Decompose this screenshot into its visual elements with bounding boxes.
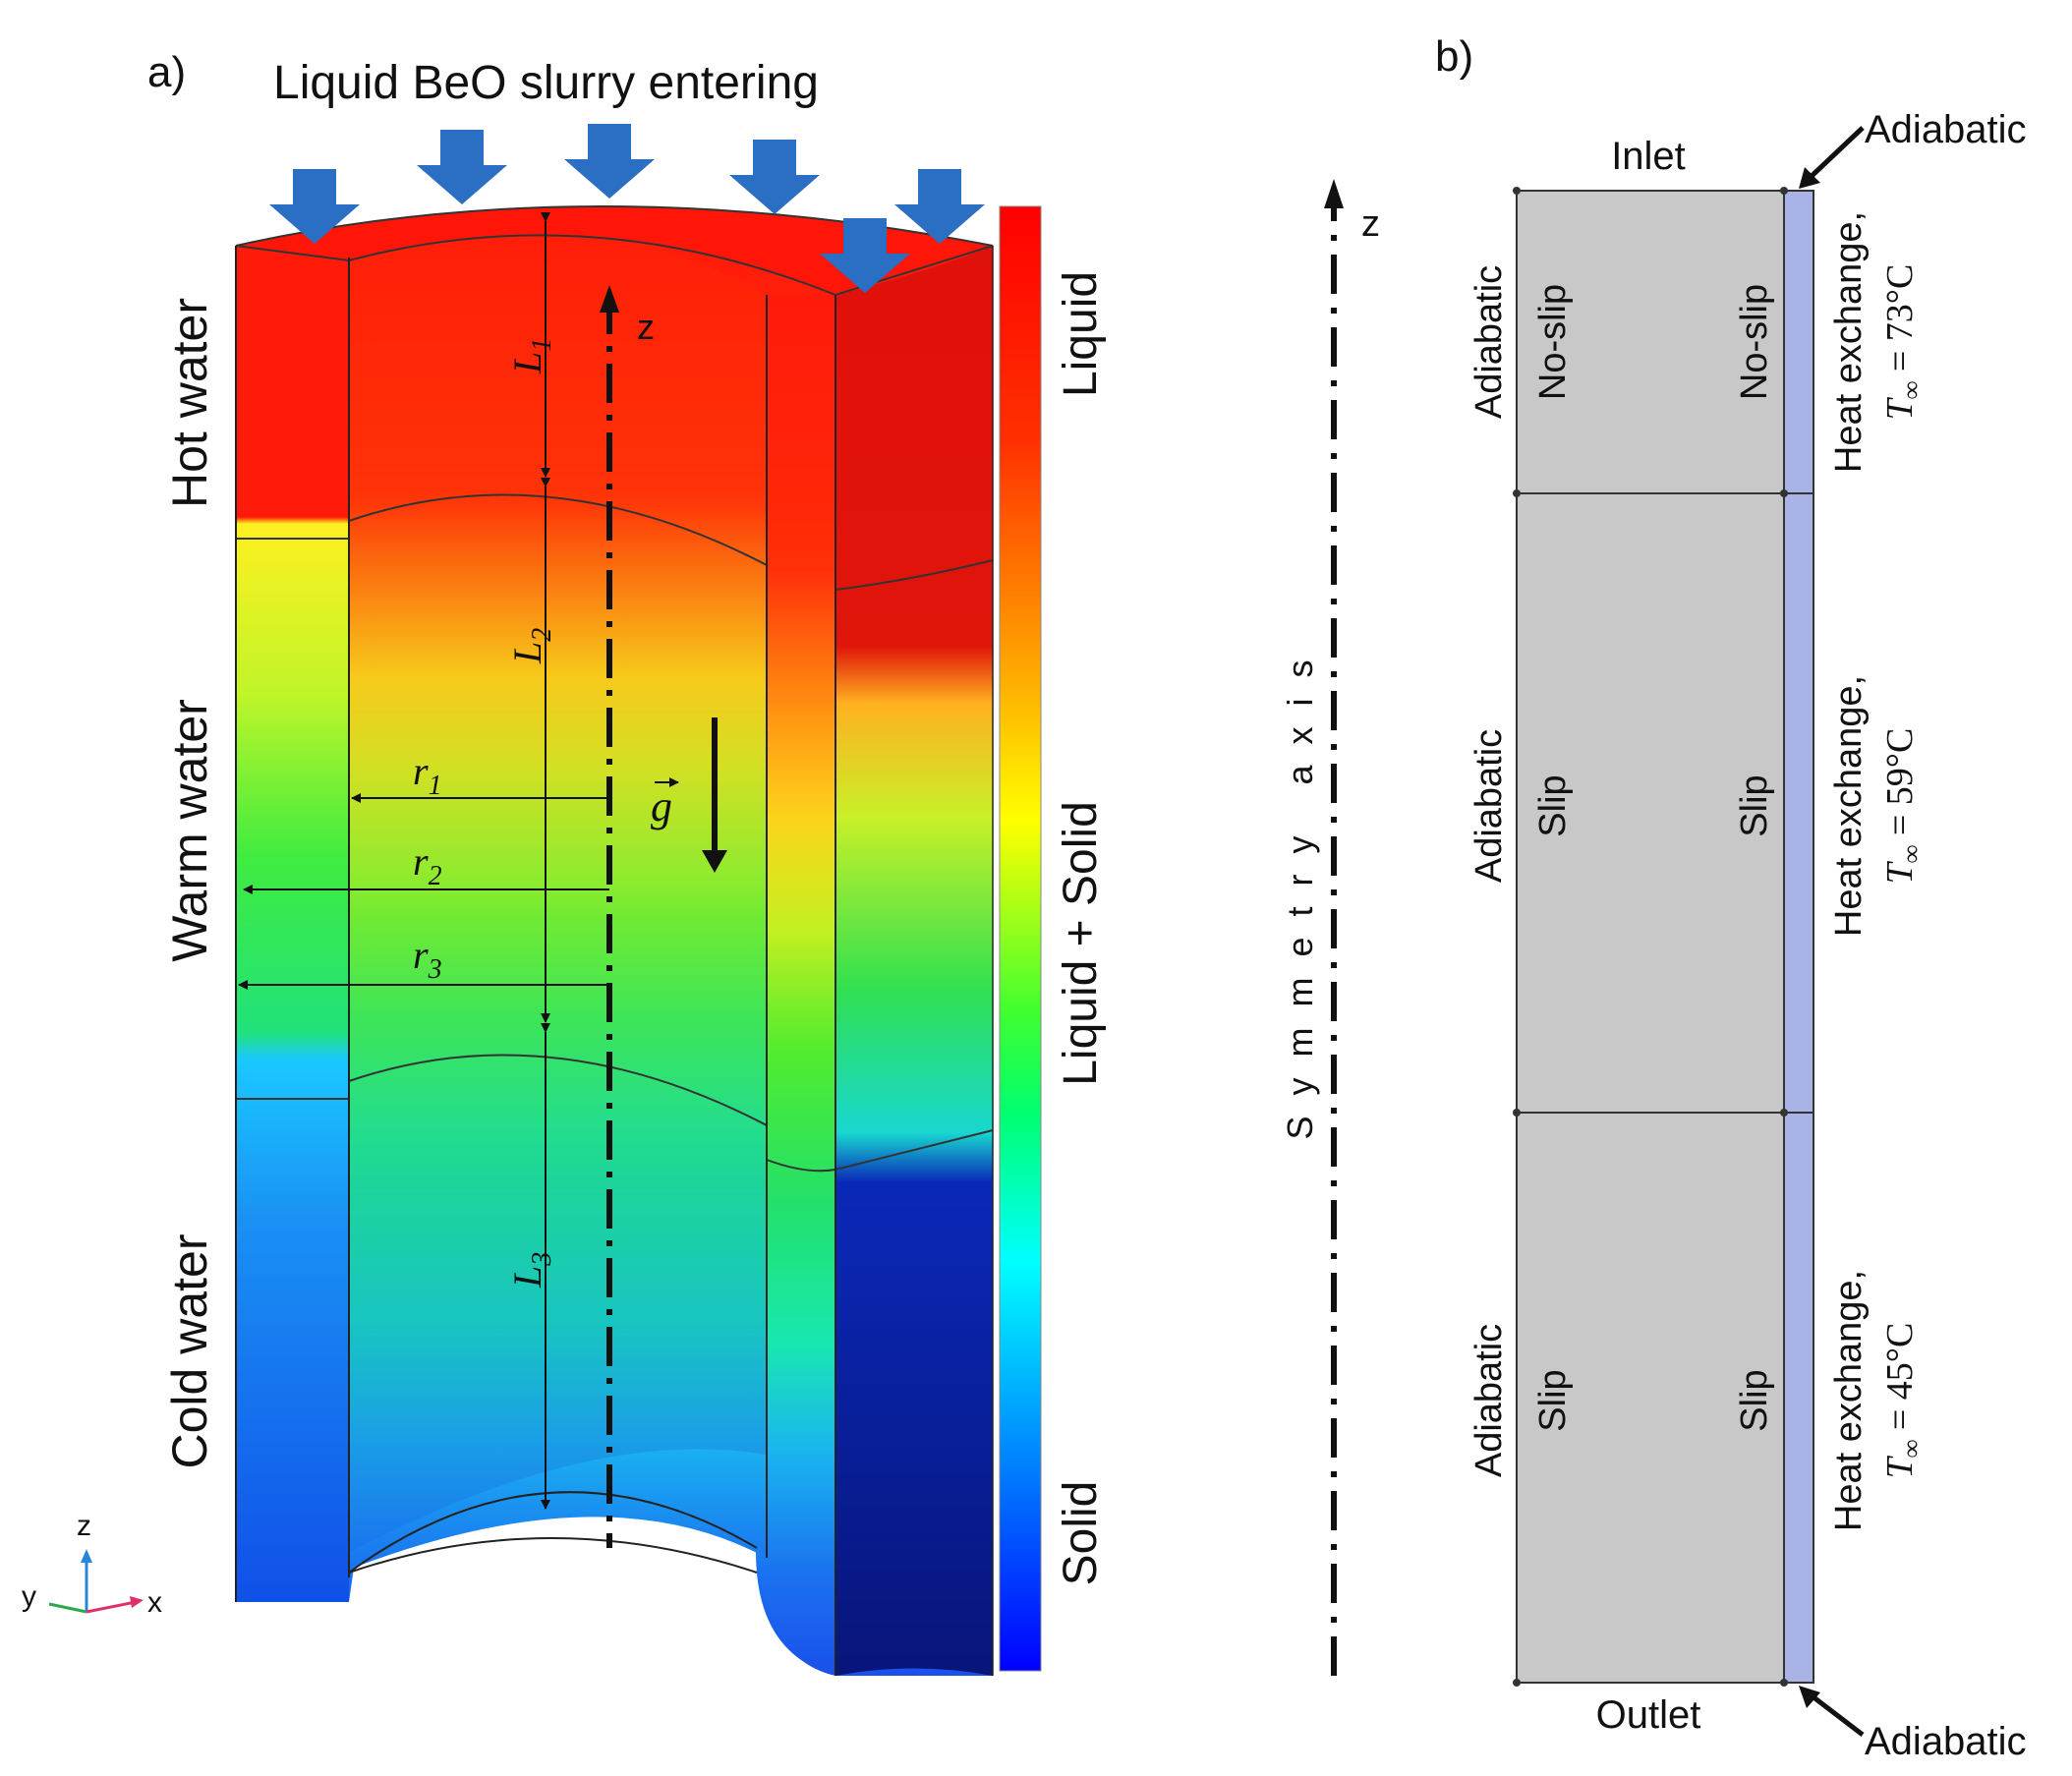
domain-rect (1516, 190, 1785, 1684)
triad-x-axis (86, 1600, 137, 1614)
entry-arrow-4 (729, 140, 820, 214)
gravity-arrowhead (702, 850, 727, 873)
section-line-inner-1 (348, 493, 768, 566)
section-bottom-outer-bc: Slip (1734, 1369, 1775, 1431)
section-top-outer-bc: No-slip (1734, 284, 1775, 400)
section-bottom-inner-bc: Slip (1532, 1369, 1574, 1431)
entry-arrow-1 (269, 169, 360, 244)
node (1513, 1679, 1521, 1687)
symmetry-axis-arrowhead (1324, 179, 1344, 208)
top-rim (235, 205, 994, 297)
section-top-heat-exchange: Heat exchange, (1828, 211, 1870, 473)
section-bottom-temperature: T∞ = 45°C (1879, 1323, 1926, 1479)
cylinder-model (235, 205, 994, 1676)
bottom-opening-edge (348, 1491, 758, 1574)
axis-z-label: z (637, 307, 655, 347)
section-line-inner-2 (348, 1054, 768, 1126)
zone-label-hot: Hot water (162, 298, 217, 508)
section-top: Adiabatic No-slip No-slip Heat exchange,… (1468, 211, 1926, 473)
symmetry-axis-label: Symmetry axis (1280, 639, 1320, 1139)
outer-shell (835, 246, 993, 1676)
gravity-label: g (651, 782, 672, 831)
colorbar-label-liquid: Liquid (1055, 271, 1107, 397)
section-middle-temperature: T∞ = 59°C (1879, 728, 1926, 885)
colorbar: Liquid Liquid + Solid Solid (999, 205, 1107, 1672)
triad-x-arrowhead (130, 1596, 144, 1608)
outlet-label: Outlet (1596, 1693, 1701, 1737)
colorbar-gradient (999, 205, 1042, 1672)
symmetry-axis-z-label: z (1361, 203, 1380, 245)
triad-z-arrowhead (81, 1549, 92, 1563)
triad-y-axis (48, 1602, 87, 1614)
axis-arrowhead (600, 285, 619, 313)
inlet-label: Inlet (1611, 135, 1686, 178)
r3-label: r3 (413, 933, 442, 985)
section-line-outer-1 (835, 559, 994, 591)
bottom-opening (348, 1537, 758, 1574)
entry-arrow-2 (417, 130, 507, 204)
node (1780, 1109, 1788, 1117)
adiabatic-bottom-arrowhead (1799, 1686, 1820, 1708)
computational-domain (1513, 187, 1814, 1687)
zone-label-warm: Warm water (162, 699, 217, 962)
section-top-temperature: T∞ = 73°C (1879, 264, 1926, 421)
entry-arrow-5 (894, 169, 985, 244)
triad-y-label: y (22, 1580, 36, 1613)
section-middle-heat-exchange: Heat exchange, (1828, 675, 1870, 937)
length-dimensions: L1 L2 L3 (505, 212, 557, 1510)
colorbar-label-mixed: Liquid + Solid (1055, 801, 1107, 1086)
right-cut-face (757, 295, 835, 1676)
triad-z-label: z (77, 1510, 91, 1542)
section-middle-inner-bc: Slip (1532, 774, 1574, 836)
section-middle: Adiabatic Slip Slip Heat exchange, T∞ = … (1468, 675, 1926, 937)
heat-exchange-wall (1783, 190, 1814, 1684)
entry-arrow-6 (820, 218, 910, 293)
adiabatic-bottom-label: Adiabatic (1865, 1720, 2027, 1763)
node (1513, 489, 1521, 497)
section-line-outer-2 (766, 1129, 994, 1173)
section-bottom-heat-exchange: Heat exchange, (1828, 1270, 1870, 1531)
gravity-vector: g (651, 717, 727, 873)
node (1780, 489, 1788, 497)
node (1780, 187, 1788, 195)
panel-a-header: Liquid BeO slurry entering (273, 57, 819, 109)
L3-label: L3 (505, 1252, 557, 1289)
node (1513, 187, 1521, 195)
section-bottom: Adiabatic Slip Slip Heat exchange, T∞ = … (1468, 1270, 1926, 1531)
coordinate-triad: z y x (22, 1510, 162, 1619)
node (1513, 1109, 1521, 1117)
radius-dimensions: r1 r2 r3 (238, 749, 609, 990)
adiabatic-bottom-arrow (1807, 1691, 1865, 1737)
panel-a: a) Liquid BeO slurry entering (22, 48, 1107, 1676)
section-bottom-left-bc: Adiabatic (1468, 1324, 1510, 1477)
entry-arrow-3 (564, 124, 655, 199)
entry-arrows (269, 124, 985, 293)
colorbar-label-solid: Solid (1055, 1481, 1107, 1586)
panel-b-label: b) (1435, 32, 1473, 81)
r2-label: r2 (413, 839, 442, 891)
adiabatic-top-label: Adiabatic (1865, 108, 2027, 151)
section-top-left-bc: Adiabatic (1468, 265, 1510, 419)
section-top-inner-bc: No-slip (1532, 284, 1574, 400)
r1-label: r1 (413, 749, 442, 801)
panel-b: b) z Symmetry axis Inlet Outlet Adiabati… (1280, 32, 2027, 1763)
L1-label: L1 (505, 338, 557, 374)
L2-label: L2 (505, 628, 557, 664)
adiabatic-top-arrow (1807, 126, 1865, 181)
section-middle-left-bc: Adiabatic (1468, 729, 1510, 883)
adiabatic-top-arrowhead (1799, 167, 1820, 189)
zone-label-cold: Cold water (162, 1234, 217, 1469)
panel-a-label: a) (147, 48, 186, 96)
node (1780, 1679, 1788, 1687)
section-middle-outer-bc: Slip (1734, 774, 1775, 836)
left-cut-face (236, 246, 349, 1602)
triad-x-label: x (147, 1586, 162, 1619)
